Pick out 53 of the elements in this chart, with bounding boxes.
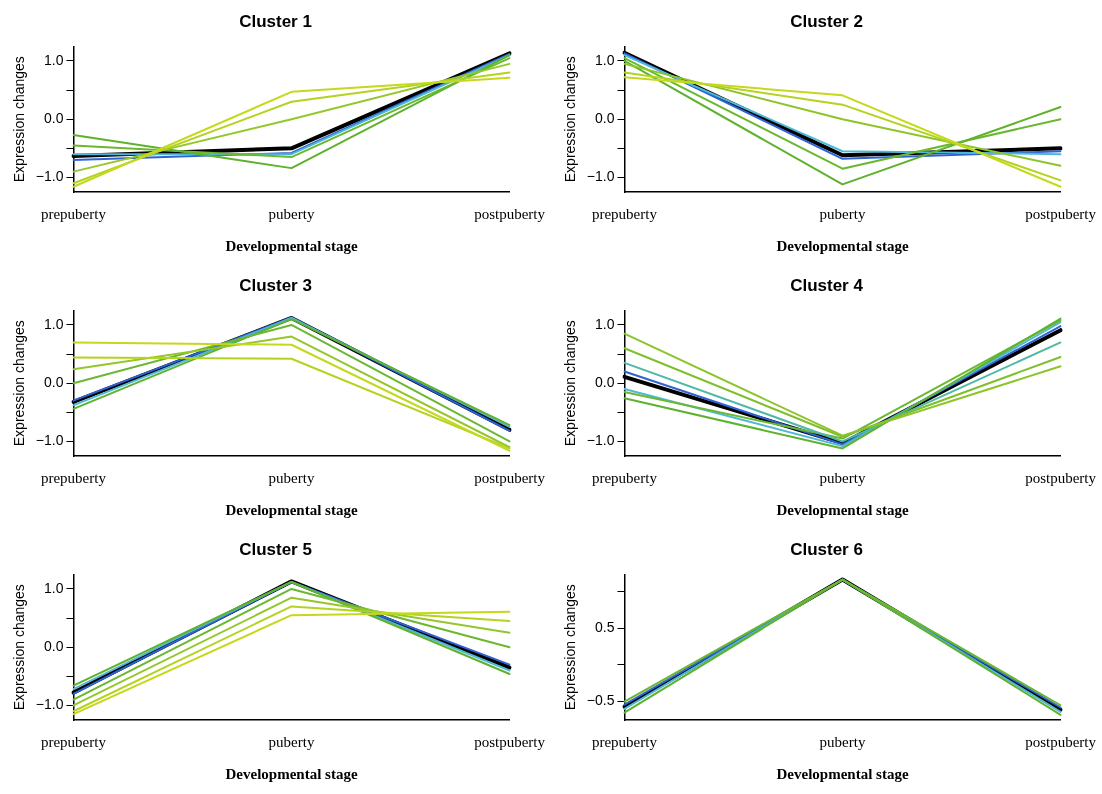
- y-axis-title: Expression changes: [11, 584, 28, 711]
- x-tick-label: prepuberty: [591, 733, 658, 750]
- chart-title: Cluster 5: [239, 539, 312, 559]
- y-tick-label: −1.0: [35, 696, 64, 713]
- x-tick-label: puberty: [819, 205, 866, 222]
- x-axis-title: Developmental stage: [776, 501, 909, 518]
- y-tick-label: 1.0: [594, 51, 615, 68]
- x-tick-label: prepuberty: [591, 205, 658, 222]
- x-tick-label: postpuberty: [1025, 205, 1097, 222]
- y-tick-label: 1.0: [594, 315, 615, 332]
- x-tick-label: postpuberty: [474, 469, 546, 486]
- y-tick-label: −0.5: [586, 692, 615, 709]
- y-axis-title: Expression changes: [11, 56, 28, 183]
- y-tick-label: −1.0: [35, 432, 64, 449]
- x-axis-title: Developmental stage: [225, 237, 358, 254]
- y-tick-label: 0.0: [594, 110, 615, 127]
- x-tick-label: postpuberty: [1025, 733, 1097, 750]
- y-tick-label: 0.5: [594, 618, 615, 635]
- y-tick-label: −1.0: [586, 432, 615, 449]
- y-tick-label: 0.0: [43, 638, 64, 655]
- x-axis-title: Developmental stage: [225, 501, 358, 518]
- x-tick-label: prepuberty: [40, 205, 107, 222]
- x-tick-label: postpuberty: [474, 733, 546, 750]
- y-tick-label: 0.0: [43, 374, 64, 391]
- y-axis-title: Expression changes: [562, 584, 579, 711]
- y-tick-label: 1.0: [43, 579, 64, 596]
- x-tick-label: puberty: [819, 733, 866, 750]
- chart-title: Cluster 4: [790, 275, 864, 295]
- y-tick-label: −1.0: [35, 168, 64, 185]
- x-tick-label: postpuberty: [474, 205, 546, 222]
- x-axis-title: Developmental stage: [776, 765, 909, 782]
- x-axis-title: Developmental stage: [776, 237, 909, 254]
- chart-title: Cluster 1: [239, 11, 312, 31]
- x-tick-label: puberty: [268, 469, 315, 486]
- y-tick-label: 0.0: [594, 374, 615, 391]
- x-tick-label: prepuberty: [591, 469, 658, 486]
- chart-title: Cluster 3: [239, 275, 312, 295]
- y-tick-label: 0.0: [43, 110, 64, 127]
- chart-title: Cluster 2: [790, 11, 863, 31]
- x-tick-label: puberty: [268, 205, 315, 222]
- y-tick-label: −1.0: [586, 168, 615, 185]
- x-tick-label: puberty: [819, 469, 866, 486]
- x-tick-label: postpuberty: [1025, 469, 1097, 486]
- x-axis-title: Developmental stage: [225, 765, 358, 782]
- chart-title: Cluster 6: [790, 539, 863, 559]
- y-tick-label: 1.0: [43, 51, 64, 68]
- x-tick-label: puberty: [268, 733, 315, 750]
- x-tick-label: prepuberty: [40, 733, 107, 750]
- y-axis-title: Expression changes: [562, 56, 579, 183]
- y-axis-title: Expression changes: [11, 320, 28, 447]
- y-axis-title: Expression changes: [562, 320, 579, 447]
- x-tick-label: prepuberty: [40, 469, 107, 486]
- y-tick-label: 1.0: [43, 315, 64, 332]
